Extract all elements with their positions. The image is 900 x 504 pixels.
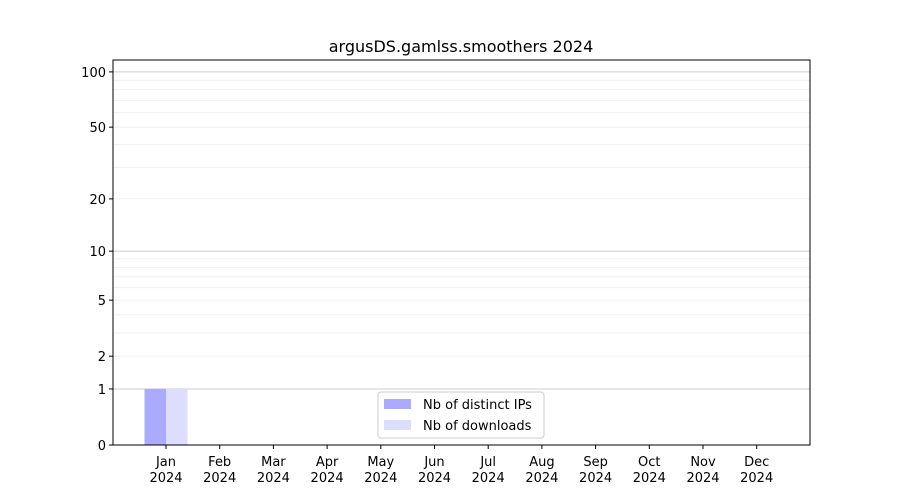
y-tick-label: 20 (89, 193, 106, 208)
legend-swatch (384, 420, 411, 430)
x-tick-label: 2024 (257, 471, 290, 486)
x-tick-label: 2024 (311, 471, 344, 486)
x-tick-label: 2024 (686, 471, 719, 486)
x-tick-label: 2024 (525, 471, 558, 486)
x-tick-label: Feb (208, 455, 231, 470)
x-tick-label: May (367, 455, 394, 470)
x-tick-label: Mar (261, 455, 286, 470)
x-tick-label: 2024 (364, 471, 397, 486)
y-tick-label: 1 (98, 383, 106, 398)
x-tick-label: Aug (529, 455, 554, 470)
x-tick-label: Jun (423, 455, 444, 470)
x-tick-label: 2024 (740, 471, 773, 486)
y-tick-label: 10 (89, 245, 106, 260)
legend-label: Nb of distinct IPs (423, 398, 532, 413)
x-tick-label: 2024 (149, 471, 182, 486)
bar-distinct-ips (144, 388, 166, 445)
legend-label: Nb of downloads (423, 419, 532, 434)
legend-box (377, 391, 545, 439)
x-tick-label: 2024 (203, 471, 236, 486)
x-tick-label: 2024 (633, 471, 666, 486)
legend: Nb of distinct IPs Nb of downloads (377, 391, 545, 439)
bar-downloads (166, 388, 188, 445)
y-tick-label: 0 (98, 439, 106, 454)
x-tick-label: Sep (583, 455, 608, 470)
x-tick-label: 2024 (418, 471, 451, 486)
plot-frame (112, 59, 811, 446)
x-tick-label: Apr (316, 455, 339, 470)
x-tick-label: Jul (479, 455, 496, 470)
y-tick-label: 2 (98, 350, 106, 365)
x-tick-label: Nov (690, 455, 716, 470)
x-tick-label: 2024 (472, 471, 505, 486)
y-tick-label: 5 (98, 294, 106, 309)
y-tick-label: 50 (89, 121, 106, 136)
x-tick-label: 2024 (579, 471, 612, 486)
y-tick-label: 100 (81, 66, 106, 81)
chart-title: argusDS.gamlss.smoothers 2024 (329, 37, 594, 56)
x-tick-label: Oct (638, 455, 660, 470)
legend-swatch (384, 399, 411, 409)
x-tick-label: Jan (155, 455, 176, 470)
x-tick-label: Dec (744, 455, 769, 470)
